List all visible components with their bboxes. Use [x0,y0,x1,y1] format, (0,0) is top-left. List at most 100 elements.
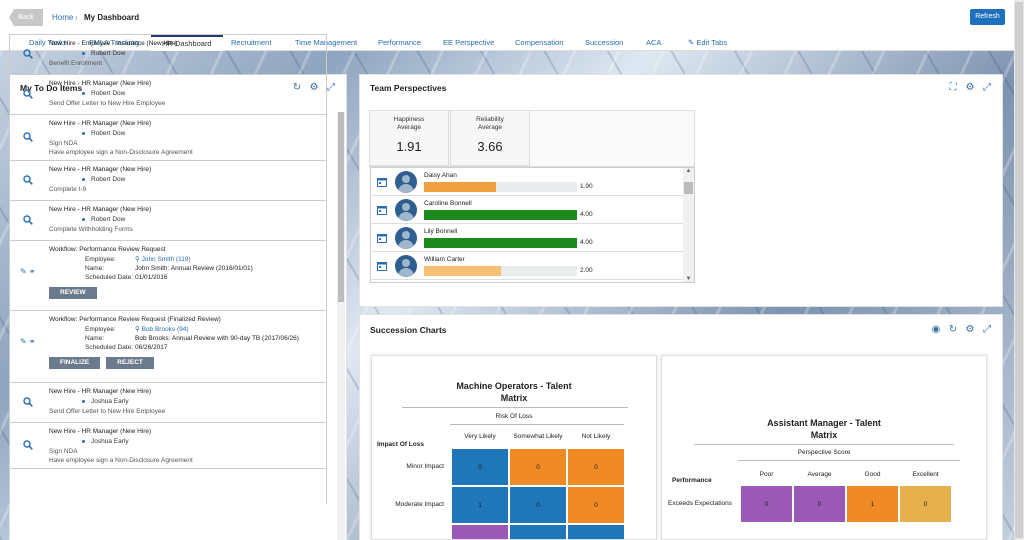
todo-list: New Hire - Employee - Insurance (New Hir… [9,34,327,504]
member-name: Caroline Bonnell [424,200,472,207]
name-label: Name: [85,265,105,272]
matrix-cell[interactable]: 0 [567,448,625,486]
gear-icon[interactable]: ⚙ [309,82,319,93]
todo-title: New Hire - HR Manager (New Hire) [49,428,152,435]
refresh-icon[interactable]: ↻ [948,324,958,335]
back-button[interactable]: Back [9,9,43,26]
refresh-button[interactable]: Refresh [970,9,1005,25]
reject-button[interactable]: REJECT [106,357,154,369]
employee-link[interactable]: John Smith (119) [141,256,191,263]
team-member-row[interactable]: William Carter 2.00 [371,252,683,280]
matrix-cell[interactable] [567,524,625,539]
scrollbar-thumb[interactable] [1015,2,1023,538]
row-header: Impact Of Loss [377,441,424,448]
chart-title: Machine Operators - Talent [456,381,572,391]
workflow-item[interactable]: Workflow: Performance Review Request (Fi… [10,311,326,383]
list-item[interactable]: New Hire - HR Manager (New Hire) Joshua … [10,383,326,423]
review-button[interactable]: REVIEW [49,287,97,299]
matrix-cell[interactable]: 0 [509,448,567,486]
workflow-edit-icon[interactable]: ✎ ⚭ [20,267,36,276]
matrix-cell[interactable]: 0 [509,486,567,524]
list-item[interactable]: New Hire - HR Manager (New Hire) Robert … [10,161,326,201]
refresh-icon[interactable]: ↻ [292,82,302,93]
expand-icon[interactable]: ⤢ [983,82,991,93]
machine-operators-matrix: Machine Operators - Talent Matrix Risk O… [371,355,657,540]
matrix-cell[interactable] [451,524,509,539]
top-bar: Back Home › My Dashboard Refresh [0,0,1024,35]
expand-icon[interactable]: ⤢ [983,324,991,335]
calendar-icon[interactable] [377,233,387,243]
score-bar-track [424,210,577,220]
finalize-button[interactable]: FINALIZE [49,357,101,369]
magnifier-icon[interactable] [23,175,35,187]
score-bar-track [424,266,577,276]
scroll-up-icon[interactable]: ▲ [685,168,692,174]
tab-succession[interactable]: Succession [585,38,624,47]
workflow-item[interactable]: Workflow: Performance Review Request ✎ ⚭… [10,241,326,311]
fullscreen-icon[interactable]: ⛶ [949,82,957,93]
magnifier-icon[interactable] [23,397,35,409]
reliability-average-card: Reliability Average 3.66 [450,110,530,166]
member-name: Lily Bonnell [424,228,458,235]
todo-person: Joshua Early [49,437,322,447]
list-item[interactable]: New Hire - HR Manager (New Hire) Robert … [10,75,326,115]
page-scrollbar[interactable] [1014,0,1024,540]
todo-title: New Hire - HR Manager (New Hire) [49,120,152,127]
magnifier-icon[interactable] [23,440,35,452]
matrix-cell[interactable]: 0 [793,485,846,523]
gear-icon[interactable]: ⚙ [965,324,975,335]
breadcrumb-separator: › [75,13,78,22]
assistant-manager-matrix: Assistant Manager - Talent Matrix Perspe… [661,355,987,540]
tab-recruitment[interactable]: Recruitment [231,38,272,47]
matrix-cell[interactable]: 0 [899,485,952,523]
tab-fmla-tracking[interactable]: FMLA Tracking [89,38,140,47]
team-member-row[interactable]: Daisy Ahan 1.90 [371,168,683,196]
tab-performance[interactable]: Performance [378,38,421,47]
team-panel-title: Team Perspectives [370,83,447,93]
breadcrumb-home[interactable]: Home [52,13,74,22]
matrix-cell[interactable]: 0 [740,485,793,523]
team-member-row[interactable]: Caroline Bonnell 4.00 [371,196,683,224]
eye-icon[interactable]: ◉ [931,324,941,335]
matrix-cell[interactable]: 0 [451,448,509,486]
member-name: Daisy Ahan [424,172,457,179]
scroll-down-icon[interactable]: ▼ [685,276,692,282]
matrix-cell[interactable]: 1 [451,486,509,524]
divider [694,444,954,445]
expand-icon[interactable]: ⤢ [327,82,335,93]
list-item[interactable]: New Hire - HR Manager (New Hire) Robert … [10,201,326,241]
team-member-row[interactable]: Lily Bonnell 4.00 [371,224,683,252]
tab-hr-dashboard[interactable]: HR Dashboard [151,35,223,51]
workflow-edit-icon[interactable]: ✎ ⚭ [20,337,36,346]
team-scrollbar[interactable]: ▲ ▼ [683,168,694,282]
calendar-icon[interactable] [377,177,387,187]
magnifier-icon[interactable] [23,89,35,101]
todo-scrollbar[interactable] [337,112,345,540]
list-item[interactable]: New Hire - HR Manager (New Hire) Joshua … [10,423,326,469]
tab-edit-tabs[interactable]: ✎ Edit Tabs [688,35,727,51]
calendar-icon[interactable] [377,205,387,215]
page-title: My Dashboard [84,13,140,22]
employee-link[interactable]: Bob Brooks (94) [141,326,189,333]
todo-person: Robert Dow [49,175,322,185]
matrix-cell[interactable] [509,524,567,539]
gear-icon[interactable]: ⚙ [965,82,975,93]
matrix-col-label: Excellent [912,471,939,478]
scrollbar-thumb[interactable] [338,112,344,302]
tab-aca[interactable]: ACA [646,38,662,47]
avatar [395,227,417,249]
matrix-col-label: Poor [759,471,774,478]
magnifier-icon[interactable] [23,215,35,227]
tab-compensation[interactable]: Compensation [515,38,564,47]
list-item[interactable]: New Hire - Employee - Insurance (New Hir… [10,35,326,75]
matrix-cell[interactable]: 1 [846,485,899,523]
calendar-icon[interactable] [377,261,387,271]
scrollbar-thumb[interactable] [684,182,693,194]
magnifier-icon[interactable] [23,49,35,61]
tab-ee-perspective[interactable]: EE Perspective [443,38,495,47]
list-item[interactable]: New Hire - HR Manager (New Hire) Robert … [10,115,326,161]
magnifier-icon[interactable] [23,132,35,144]
workflow-title: Workflow: Performance Review Request (Fi… [49,316,221,323]
matrix-cell[interactable]: 0 [567,486,625,524]
tab-daily-tasks[interactable]: Daily Tasks [29,38,67,47]
